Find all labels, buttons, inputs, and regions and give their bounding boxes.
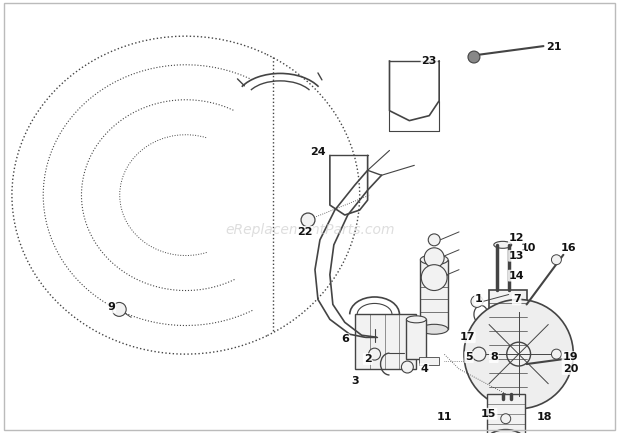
Text: 12: 12 (509, 233, 525, 243)
Circle shape (551, 255, 561, 265)
Text: 22: 22 (297, 227, 312, 237)
Text: 7: 7 (513, 294, 521, 305)
Bar (406, 319, 427, 359)
Circle shape (464, 299, 574, 409)
Text: 8: 8 (490, 352, 498, 362)
Circle shape (401, 361, 414, 373)
Circle shape (501, 414, 511, 424)
Circle shape (471, 296, 483, 307)
Circle shape (507, 342, 531, 366)
Circle shape (301, 213, 315, 227)
Text: 20: 20 (562, 364, 578, 374)
Text: 11: 11 (436, 412, 452, 422)
Text: 16: 16 (560, 243, 576, 253)
Circle shape (428, 234, 440, 246)
Text: 9: 9 (107, 302, 115, 312)
Bar (419, 357, 439, 365)
Text: 24: 24 (310, 148, 326, 158)
Bar (489, 289, 526, 399)
Text: 17: 17 (459, 332, 475, 342)
Circle shape (424, 248, 444, 268)
Text: 10: 10 (521, 243, 536, 253)
Bar (487, 394, 525, 434)
Text: 19: 19 (562, 352, 578, 362)
Text: 2: 2 (364, 354, 371, 364)
Ellipse shape (494, 241, 512, 248)
Ellipse shape (406, 316, 427, 323)
Text: 15: 15 (481, 409, 497, 419)
Text: 23: 23 (422, 56, 437, 66)
Text: 4: 4 (420, 364, 428, 374)
Ellipse shape (420, 255, 448, 265)
Text: 6: 6 (341, 334, 348, 344)
Circle shape (421, 265, 447, 290)
Text: 3: 3 (351, 376, 358, 386)
Text: 1: 1 (475, 294, 483, 305)
Circle shape (551, 349, 561, 359)
Circle shape (472, 347, 486, 361)
Text: 21: 21 (546, 42, 561, 52)
Text: 5: 5 (465, 352, 473, 362)
Text: 14: 14 (509, 271, 525, 281)
Text: 13: 13 (509, 251, 525, 261)
Circle shape (112, 302, 126, 316)
Text: 18: 18 (537, 412, 552, 422)
Circle shape (468, 51, 480, 63)
Circle shape (369, 348, 381, 360)
Bar (355, 314, 416, 369)
Text: eReplacementParts.com: eReplacementParts.com (225, 223, 395, 237)
Bar (420, 260, 448, 329)
Ellipse shape (420, 324, 448, 334)
